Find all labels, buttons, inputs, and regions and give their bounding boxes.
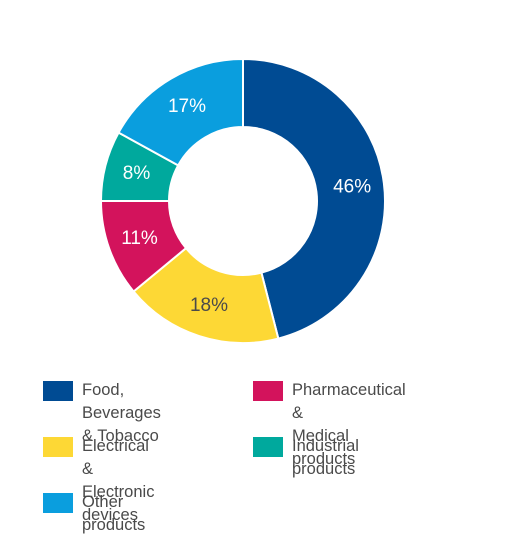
legend-item-other: Other products — [43, 491, 145, 537]
legend-label: Industrial products — [292, 437, 359, 478]
donut-chart: 46% 18% 11% 8% 17% — [99, 57, 386, 344]
donut-slice — [242, 57, 386, 340]
legend-label: Electrical & Electronic devices — [82, 437, 155, 524]
legend-item-pharma: Pharmaceutical & Medical products — [253, 379, 406, 471]
legend-label: Food, Beverages & Tobacco — [82, 381, 161, 445]
slice-value-label: 8% — [123, 163, 151, 184]
legend-swatch — [253, 437, 283, 457]
slice-value-label: 11% — [121, 228, 158, 249]
slice-value-label: 18% — [190, 295, 228, 316]
legend-swatch — [43, 493, 73, 513]
legend-item-electrical: Electrical & Electronic devices — [43, 435, 154, 527]
legend-label: Other products — [82, 493, 146, 534]
legend-item-food: Food, Beverages & Tobacco — [43, 379, 161, 448]
slice-value-label: 17% — [168, 96, 206, 117]
donut-slice — [132, 246, 280, 344]
legend-swatch — [43, 381, 73, 401]
legend-swatch — [253, 381, 283, 401]
legend-item-industrial: Industrial products — [253, 435, 359, 481]
legend-swatch — [43, 437, 73, 457]
slice-value-label: 46% — [333, 177, 371, 198]
legend-label: Pharmaceutical & Medical products — [292, 381, 406, 468]
donut-slice — [117, 57, 244, 167]
